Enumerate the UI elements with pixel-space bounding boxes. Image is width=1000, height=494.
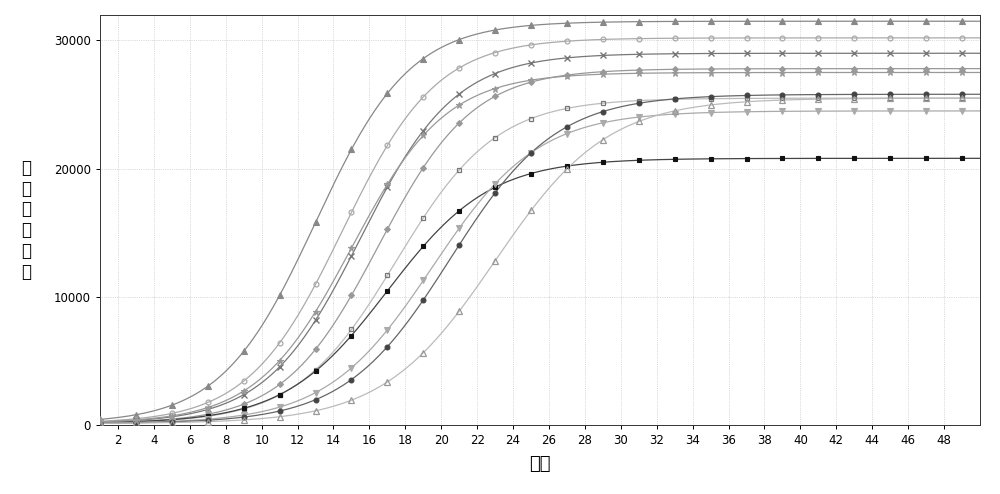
Y-axis label: 相
对
荧
光
强
度: 相 对 荧 光 强 度 — [21, 159, 31, 281]
X-axis label: 循环: 循环 — [529, 455, 551, 473]
